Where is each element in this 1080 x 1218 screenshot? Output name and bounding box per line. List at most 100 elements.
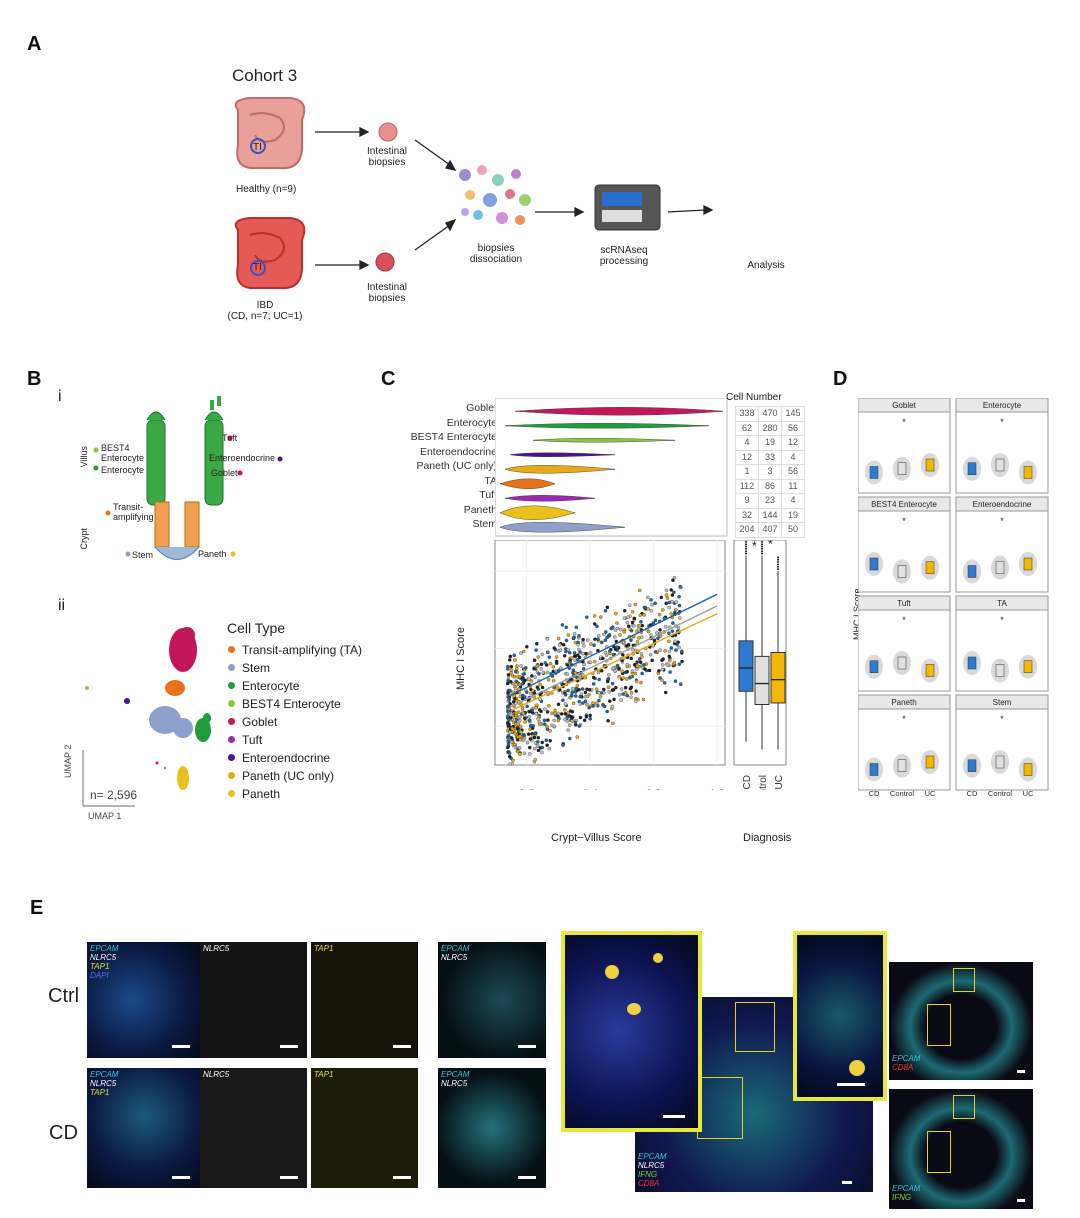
scatter-point	[521, 738, 526, 743]
scatter-point	[664, 593, 669, 597]
scatter-point	[535, 664, 540, 668]
scatter-point	[561, 743, 565, 747]
scatter-point	[657, 669, 661, 673]
scatter-point	[585, 702, 589, 707]
legend-item: Stem	[228, 661, 270, 675]
scatter-point	[594, 687, 599, 691]
scatter-point	[510, 726, 515, 731]
scatter-point	[536, 735, 541, 740]
outlier	[761, 552, 763, 555]
scatter-point	[574, 625, 579, 629]
cell-number-value: 204	[735, 522, 759, 538]
scatter-point	[597, 634, 601, 638]
scatter-point	[585, 615, 589, 619]
scatter-point	[588, 651, 593, 655]
scatter-point	[520, 682, 525, 686]
scatter-point	[545, 727, 550, 731]
scatter-point	[637, 624, 642, 628]
cell-number-value: 3	[758, 464, 782, 480]
scatter-point	[629, 691, 634, 695]
scatter-point	[606, 676, 611, 681]
scatter-point	[576, 640, 580, 645]
scatter-point	[674, 648, 678, 652]
legend-item: BEST4 Enterocyte	[228, 697, 341, 711]
scatter-point	[511, 758, 515, 763]
scatter-point	[582, 718, 587, 722]
scatter-point	[510, 736, 514, 740]
scatter-point	[528, 737, 533, 741]
scatter-point	[564, 649, 568, 654]
scatter-point	[533, 757, 538, 762]
scatter-point	[548, 729, 552, 733]
facet-box	[1023, 466, 1033, 479]
scatter-point	[506, 704, 510, 709]
scatter-point	[597, 677, 601, 682]
legend-label: Paneth	[242, 787, 281, 801]
violin-row-label: TA	[484, 474, 497, 487]
legend-dot	[228, 718, 235, 725]
scatter-point	[639, 680, 643, 685]
scatter-point	[545, 710, 550, 714]
box-category-label: UC	[774, 775, 785, 789]
scatter-point	[562, 654, 567, 658]
legend-item: Enteroendocrine	[228, 751, 330, 765]
scatter-point	[532, 658, 537, 662]
scatter-point	[550, 723, 554, 727]
x-tick-label: 0.8	[646, 788, 661, 790]
facet-significance-star: *	[902, 516, 906, 526]
facet-box	[897, 462, 907, 475]
outlier	[745, 543, 747, 546]
scatter-point	[509, 740, 514, 744]
scatter-point	[539, 667, 544, 671]
scatter-point	[672, 660, 677, 665]
cell-number-title: Cell Number	[726, 392, 782, 403]
umap-ta-cluster	[165, 680, 185, 696]
scatter-point	[669, 646, 674, 650]
facet-title: Enterocyte	[983, 401, 1022, 410]
scatter-point	[540, 750, 544, 755]
umap-stem-cluster	[149, 706, 193, 738]
legend-dot	[228, 682, 235, 689]
scatter-point	[588, 713, 592, 718]
scatter-point	[570, 719, 574, 723]
cohort-title: Cohort 3	[232, 66, 298, 85]
scatter-point	[528, 718, 532, 723]
violin-plot	[495, 398, 728, 537]
scatter-point	[573, 694, 578, 698]
ti-label-healthy: TI	[253, 142, 262, 153]
c-xlabel: Crypt−Villus Score	[551, 832, 642, 844]
scatter-point	[664, 601, 668, 606]
scatter-point	[587, 705, 592, 710]
cd-tap1-image: TAP1	[311, 1068, 418, 1188]
scatter-point	[518, 737, 523, 742]
scatter-point	[607, 673, 611, 677]
scatter-point	[539, 662, 544, 667]
panel-label-b: B	[27, 368, 42, 390]
scatter-point	[667, 649, 672, 654]
facet-box	[967, 656, 977, 670]
legend-item: Goblet	[228, 715, 277, 729]
scatter-point	[625, 662, 629, 667]
legend-dot	[228, 790, 235, 797]
outlier	[761, 540, 763, 543]
scatter-point	[660, 678, 664, 682]
scatter-point	[664, 625, 668, 629]
cell-number-value: 32	[735, 507, 759, 523]
scatter-point	[508, 702, 512, 706]
facet-box	[995, 561, 1005, 574]
scatter-point	[615, 645, 619, 649]
scatter-point	[519, 730, 523, 734]
scatter-point	[530, 674, 534, 678]
scatter-point	[568, 736, 572, 741]
scatter-point	[546, 650, 550, 655]
scatter-point	[586, 638, 590, 642]
cell-number-value: 56	[781, 464, 805, 480]
scatter-point	[598, 615, 603, 619]
cell-number-value: 407	[758, 522, 782, 538]
scatter-point	[553, 711, 558, 715]
violin-row-label: Paneth (UC only)	[416, 460, 497, 472]
crypt-villus-scatter: 0.00.40.81.2012CDControlUC**	[494, 540, 787, 790]
facet-box	[967, 565, 977, 578]
facet-box	[925, 561, 935, 574]
scatter-point	[577, 724, 582, 728]
